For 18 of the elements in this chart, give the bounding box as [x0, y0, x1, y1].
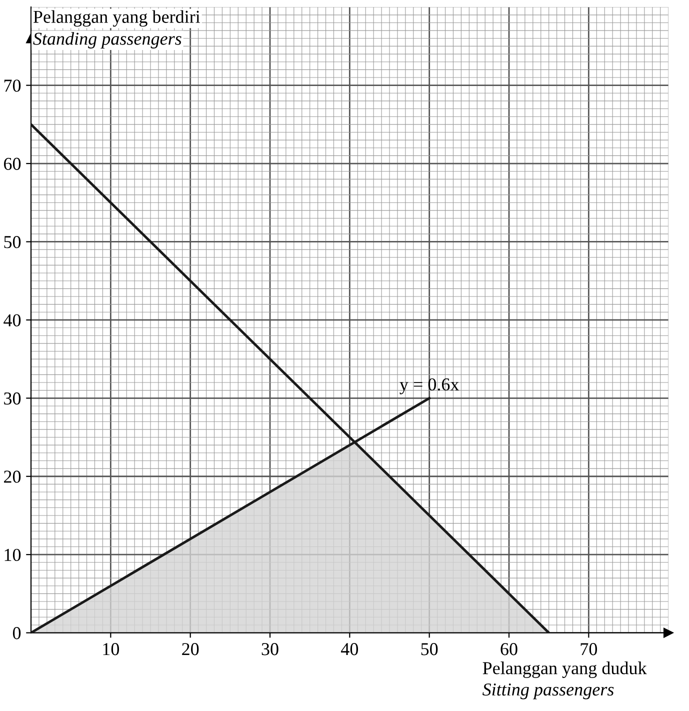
y-tick-label: 10: [4, 548, 21, 562]
x-tick-label: 70: [580, 643, 598, 656]
y-axis-title: Pelanggan yang berdiri Standing passengers: [33, 10, 200, 49]
y-tick-label: 30: [4, 392, 21, 405]
y-tick-label: 20: [4, 470, 21, 483]
x-tick-label: 20: [182, 643, 199, 656]
x-tick-label: 30: [262, 643, 278, 656]
y-tick-label: 50: [4, 236, 21, 248]
y-tick-label: 40: [4, 314, 21, 326]
x-tick-label: 50: [421, 643, 438, 656]
x-axis-title: Pelanggan yang duduk Sitting passengers: [482, 662, 647, 700]
x-tick-label: 40: [340, 643, 358, 656]
annotation: y = 0.6x: [400, 378, 460, 394]
y-tick-label: 0: [12, 627, 21, 640]
y-tick-label: 70: [4, 80, 21, 92]
x-tick-label: 10: [103, 643, 120, 656]
y-tick-label: 60: [4, 158, 21, 170]
x-tick-label: 60: [500, 643, 518, 656]
